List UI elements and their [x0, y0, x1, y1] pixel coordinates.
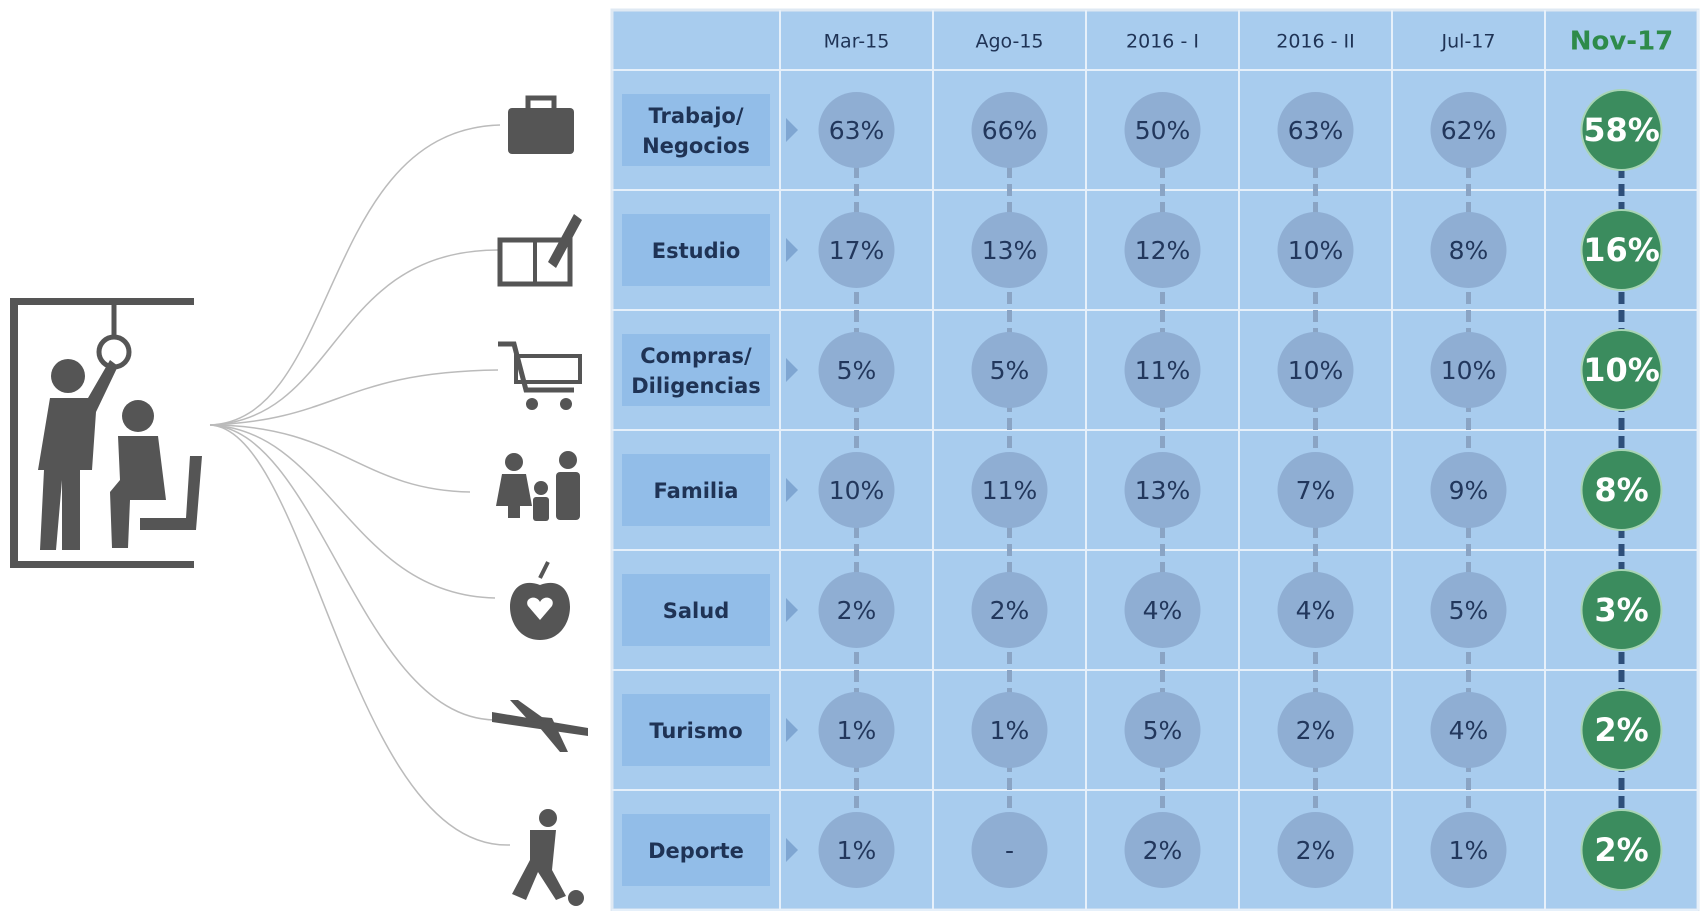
cell-value: 5%	[837, 356, 877, 385]
column-header: 2016 - II	[1276, 31, 1355, 53]
plane-icon	[492, 700, 588, 752]
cell-value: 2%	[837, 596, 877, 625]
cell-value: 10%	[1288, 356, 1344, 385]
cell-value: 1%	[990, 716, 1030, 745]
cell-value: 10%	[829, 476, 885, 505]
cell-value: 63%	[829, 116, 885, 145]
row-label: Estudio	[652, 239, 741, 263]
cell-value: 10%	[1583, 351, 1660, 389]
apple-icon	[510, 562, 570, 640]
cell-value: 2%	[1296, 716, 1336, 745]
connector-curves	[210, 125, 510, 845]
cell-value: 9%	[1449, 476, 1489, 505]
cell-value: 63%	[1288, 116, 1344, 145]
column-header: Ago-15	[975, 31, 1043, 53]
column-header: Mar-15	[824, 31, 890, 53]
cell-value: 10%	[1288, 236, 1344, 265]
family-icon	[496, 451, 580, 521]
row-label: Deporte	[648, 839, 744, 863]
column-header: Jul-17	[1441, 31, 1496, 53]
cell-value: 7%	[1296, 476, 1336, 505]
row-label: Turismo	[649, 719, 742, 743]
briefcase-icon	[508, 98, 574, 154]
cell-value: 17%	[829, 236, 885, 265]
cell-value: 4%	[1143, 596, 1183, 625]
cell-value: 2%	[1594, 831, 1648, 869]
cell-value: 3%	[1594, 591, 1648, 629]
cell-value: 2%	[1143, 836, 1183, 865]
cart-icon	[498, 344, 580, 410]
cell-value: 12%	[1135, 236, 1191, 265]
column-header: 2016 - I	[1126, 31, 1199, 53]
cell-value: 1%	[837, 836, 877, 865]
cell-value: 62%	[1441, 116, 1497, 145]
row-label: Compras/	[640, 344, 752, 368]
cell-value: 8%	[1449, 236, 1489, 265]
cell-value: 8%	[1594, 471, 1648, 509]
cell-value: 2%	[1296, 836, 1336, 865]
column-header: Nov-17	[1570, 27, 1674, 57]
cell-value: 11%	[982, 476, 1038, 505]
cell-value: 1%	[1449, 836, 1489, 865]
category-icons	[492, 98, 588, 906]
cell-value: 16%	[1583, 231, 1660, 269]
row-label: Negocios	[642, 134, 750, 158]
soccer-icon	[512, 809, 584, 906]
passenger-icon	[10, 298, 202, 568]
cell-value: 4%	[1296, 596, 1336, 625]
row-label: Trabajo/	[648, 104, 743, 128]
cell-value: 11%	[1135, 356, 1191, 385]
row-label: Diligencias	[631, 374, 761, 398]
cell-value: 66%	[982, 116, 1038, 145]
cell-value: 58%	[1583, 111, 1660, 149]
cell-value: 5%	[1449, 596, 1489, 625]
cell-value: 1%	[837, 716, 877, 745]
cell-value: 5%	[990, 356, 1030, 385]
cell-value: 13%	[982, 236, 1038, 265]
table: Mar-15 Ago-15 2016 - I 2016 - II Jul-17 Nov-1…	[612, 10, 1698, 910]
cell-value: 2%	[990, 596, 1030, 625]
cell-value: 10%	[1441, 356, 1497, 385]
cell-value: 50%	[1135, 116, 1191, 145]
infographic: Mar-15 Ago-15 2016 - I 2016 - II Jul-17 Nov-1…	[0, 0, 1708, 911]
cell-value: 2%	[1594, 711, 1648, 749]
cell-value: -	[1005, 836, 1014, 865]
cell-value: 4%	[1449, 716, 1489, 745]
book-icon	[500, 214, 582, 284]
row-label: Familia	[654, 479, 739, 503]
row-label: Salud	[663, 599, 729, 623]
cell-value: 13%	[1135, 476, 1191, 505]
cell-value: 5%	[1143, 716, 1183, 745]
